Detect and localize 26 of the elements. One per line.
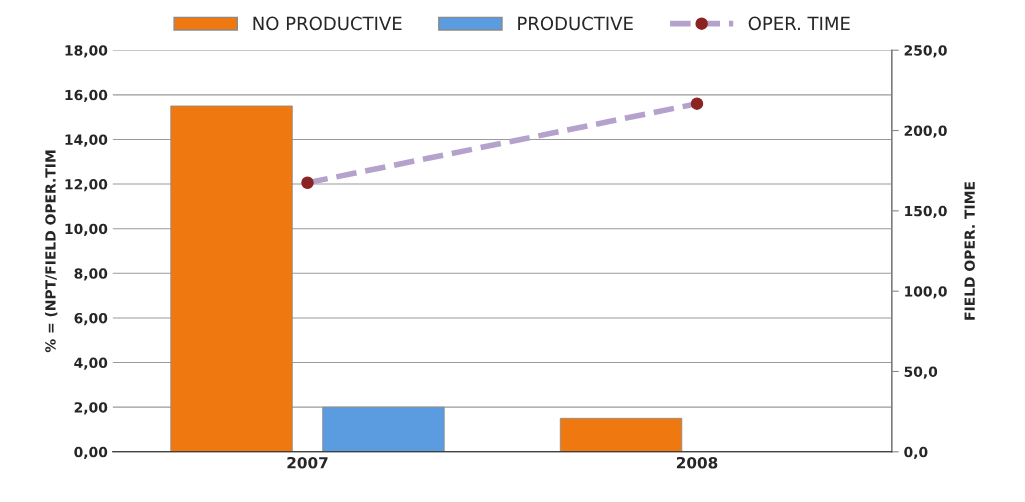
y-tick-label: 6,00 [74,312,108,326]
y2-tick-label: 100,0 [905,286,947,299]
y-tick-label: 2,00 [74,402,108,415]
y-tick-label: 10,00 [65,223,108,236]
y-tick-label: 8,00 [74,268,108,281]
bar [559,417,683,452]
y2-axis-title: FIELD OPER. TIME [964,182,975,320]
y2-tick-label: 150,0 [905,205,947,219]
x-tick-label: 2008 [676,456,718,469]
y-tick-label: 18,00 [65,45,108,58]
legend-label: PRODUCTIVE [518,16,633,31]
bar [170,105,293,452]
y-tick-label: 0,00 [74,446,108,460]
y-axis-title: % = (NPT/FIELD OPER.TIM [44,150,58,353]
x-tick-label: 2007 [287,456,328,469]
legend-label: NO PRODUCTIVE [253,16,402,31]
y2-tick-label: 50,0 [904,366,938,379]
y2-tick-label: 200,0 [904,125,947,138]
legend-label: OPER. TIME [748,16,850,31]
y-tick-label: 16,00 [65,89,108,103]
y-tick-label: 14,00 [65,134,108,147]
y-tick-label: 4,00 [74,357,108,370]
y2-tick-label: 250,0 [904,45,947,58]
y2-tick-label: 0,0 [904,446,928,460]
bar [322,406,445,452]
y-tick-label: 12,00 [65,179,108,192]
